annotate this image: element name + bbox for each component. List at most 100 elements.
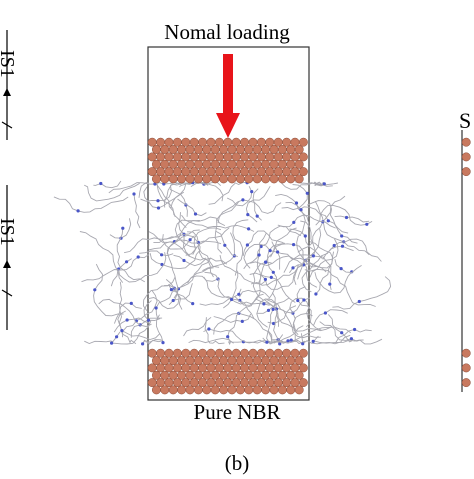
polymer-chain xyxy=(140,182,187,202)
copper-atom xyxy=(252,385,262,395)
copper-atom xyxy=(256,137,266,147)
polymer-chain xyxy=(301,245,354,293)
nitrogen-atom xyxy=(182,258,186,263)
copper-atom xyxy=(269,385,279,395)
nitrogen-atom xyxy=(311,254,315,258)
nitrogen-atom xyxy=(271,307,275,311)
copper-atom xyxy=(185,356,195,366)
copper-atom xyxy=(282,167,292,177)
copper-atom xyxy=(265,378,275,388)
copper-atom xyxy=(189,152,199,162)
copper-atom xyxy=(294,370,304,380)
nitrogen-atom xyxy=(257,253,261,257)
copper-atom xyxy=(282,348,292,358)
copper-atom xyxy=(160,174,170,184)
polymer-chain xyxy=(332,276,392,310)
polymer-chain xyxy=(156,181,182,217)
copper-atom xyxy=(223,152,233,162)
nitrogen-atom xyxy=(303,234,307,238)
copper-atom xyxy=(198,167,208,177)
copper-atom xyxy=(210,356,220,366)
copper-atom xyxy=(294,174,304,184)
copper-atom xyxy=(231,152,241,162)
copper-atom xyxy=(282,137,292,147)
copper-atom xyxy=(269,356,279,366)
copper-atom xyxy=(265,167,275,177)
copper-atom xyxy=(240,378,250,388)
copper-atom xyxy=(286,174,296,184)
copper-atom xyxy=(227,174,237,184)
copper-atom xyxy=(168,370,178,380)
down-arrow-icon xyxy=(216,54,240,138)
nitrogen-atom xyxy=(268,249,272,253)
copper-atom xyxy=(294,356,304,366)
copper-atom xyxy=(193,385,203,395)
copper-atom xyxy=(248,152,258,162)
nitrogen-atom xyxy=(292,243,296,247)
polymer-chain xyxy=(148,241,207,261)
polymer-chain xyxy=(204,271,270,306)
copper-atom xyxy=(290,152,300,162)
polymer-chain xyxy=(187,231,220,268)
polymer-chain xyxy=(267,330,289,344)
nitrogen-atom xyxy=(349,337,353,341)
polymer-chain xyxy=(304,268,376,307)
nitrogen-atom xyxy=(294,201,299,205)
nitrogen-atom xyxy=(353,327,357,332)
polymer-chain xyxy=(277,214,336,229)
polymer-chain xyxy=(327,314,352,343)
copper-atom xyxy=(252,356,262,366)
copper-atom xyxy=(164,363,174,373)
nitrogen-atom xyxy=(141,342,145,346)
copper-atom xyxy=(202,145,212,154)
copper-atom xyxy=(214,348,224,358)
copper-atom xyxy=(231,348,241,358)
copper-atom xyxy=(277,370,287,380)
copper-atom xyxy=(273,137,283,147)
polymer-chain xyxy=(243,243,303,269)
copper-atom xyxy=(248,363,258,373)
copper-atom xyxy=(214,152,224,162)
nitrogen-atom xyxy=(255,214,259,218)
copper-atom xyxy=(193,159,203,169)
copper-atom xyxy=(164,167,174,177)
copper-atom xyxy=(231,137,241,147)
polymer-chain xyxy=(142,276,176,312)
nitrogen-atom xyxy=(340,234,344,238)
copper-atom xyxy=(156,378,166,388)
polymer-chain xyxy=(163,285,193,304)
copper-atom xyxy=(269,370,279,380)
copper-atom xyxy=(185,145,195,154)
copper-atom xyxy=(172,137,182,147)
copper-atom xyxy=(294,385,304,395)
nitrogen-atom xyxy=(110,341,114,345)
copper-atom xyxy=(298,378,308,388)
polymer-chain xyxy=(79,231,124,283)
copper-atom xyxy=(235,145,245,154)
copper-atom xyxy=(282,363,292,373)
polymer-chain xyxy=(84,331,121,344)
polymer-chain xyxy=(208,181,248,205)
copper-atom xyxy=(244,159,254,169)
copper-atom xyxy=(273,378,283,388)
material-label: Pure NBR xyxy=(193,400,281,424)
copper-atom xyxy=(282,378,292,388)
copper-atom xyxy=(164,137,174,147)
left-panel-partial xyxy=(1,30,13,330)
copper-atom xyxy=(156,167,166,177)
polymer-chain xyxy=(252,261,272,301)
polymer-chains xyxy=(53,180,392,346)
polymer-chain xyxy=(262,325,304,343)
copper-atom xyxy=(290,167,300,177)
copper-atom xyxy=(193,370,203,380)
nitrogen-atom xyxy=(191,302,195,306)
nitrogen-atom xyxy=(266,308,271,312)
copper-atom xyxy=(189,378,199,388)
copper-atom xyxy=(277,356,287,366)
nitrogen-atom xyxy=(125,260,129,264)
polymer-chain xyxy=(147,284,180,310)
nitrogen-atom xyxy=(271,270,275,274)
copper-atom xyxy=(231,363,241,373)
polymer-chain xyxy=(309,238,339,278)
nitrogen-atom xyxy=(246,213,250,217)
